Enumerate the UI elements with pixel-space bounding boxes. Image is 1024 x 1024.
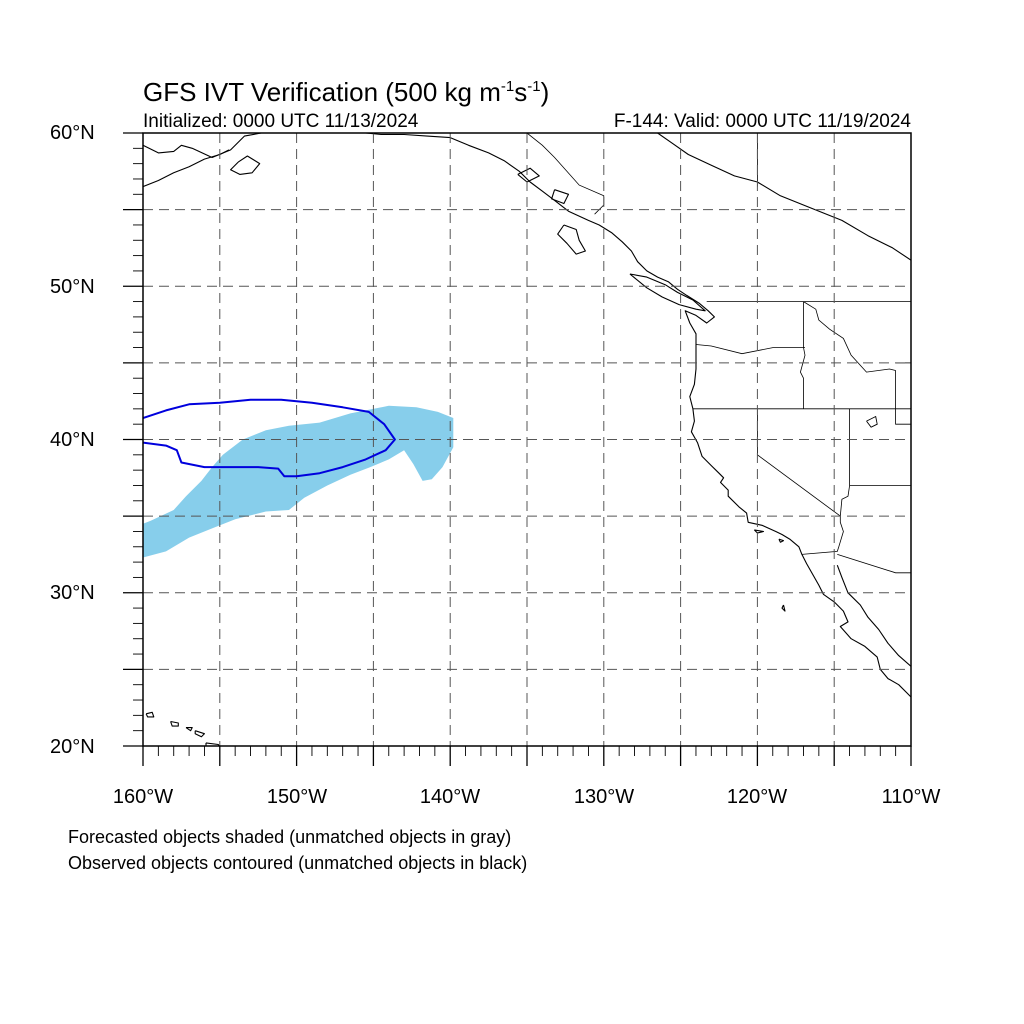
coastline-layer — [143, 133, 911, 746]
lon-label-160w: 160°W — [112, 786, 174, 808]
coastline — [205, 742, 220, 746]
coastline — [551, 189, 570, 205]
gridline-layer — [143, 133, 911, 746]
tick-layer — [123, 132, 912, 766]
lat-label-50n: 50°N — [50, 276, 95, 298]
lat-label-20n: 20°N — [50, 736, 95, 758]
valid-time-label: F-144: Valid: 0000 UTC 11/19/2024 — [613, 111, 911, 132]
lon-label-120w: 120°W — [726, 786, 788, 808]
lon-label-150w: 150°W — [266, 786, 328, 808]
coastline — [365, 133, 911, 698]
coastline — [629, 273, 706, 312]
lon-label-140w: 140°W — [419, 786, 481, 808]
lon-label-110w: 110°W — [881, 786, 941, 808]
coastline — [657, 133, 911, 261]
coastline — [145, 711, 155, 718]
coastline — [185, 727, 193, 732]
title-exponent-2: -1 — [527, 78, 541, 95]
border-line — [526, 133, 605, 215]
title-end: ) — [540, 77, 550, 107]
lon-label-130w: 130°W — [573, 786, 635, 808]
forecast-object-shape — [143, 405, 454, 558]
lat-label-40n: 40°N — [50, 429, 95, 451]
coastline — [170, 720, 179, 727]
coastline — [143, 149, 230, 188]
border-line — [799, 301, 806, 409]
lat-label-60n: 60°N — [50, 122, 95, 144]
forecast-layer — [143, 405, 454, 558]
forecast-legend-note: Forecasted objects shaded (unmatched obj… — [68, 827, 512, 847]
observed-layer — [143, 398, 396, 478]
coastline — [557, 224, 586, 255]
init-time-label: Initialized: 0000 UTC 11/13/2024 — [143, 111, 419, 132]
coastline — [230, 155, 261, 175]
coastline — [517, 167, 540, 183]
coastline — [778, 538, 785, 543]
border-line — [837, 554, 911, 574]
border-line — [757, 408, 844, 555]
border-line — [895, 370, 911, 425]
title-mid: s — [514, 77, 528, 107]
observed-object-contour — [143, 398, 396, 478]
coastline — [836, 565, 911, 667]
map-frame — [142, 132, 912, 747]
coastline — [781, 604, 786, 612]
lat-label-30n: 30°N — [50, 582, 95, 604]
coastline — [753, 529, 765, 534]
border-line — [803, 301, 896, 373]
title-main: GFS IVT Verification (500 kg m — [143, 77, 501, 107]
border-line — [839, 408, 850, 517]
map-title: GFS IVT Verification (500 kg m-1s-1) — [143, 70, 549, 109]
observed-legend-note: Observed objects contoured (unmatched ob… — [68, 853, 528, 873]
coastline — [143, 133, 262, 159]
coastline — [194, 730, 205, 738]
title-exponent-1: -1 — [500, 78, 515, 95]
border-line — [695, 344, 805, 355]
lake-outline — [866, 415, 878, 428]
